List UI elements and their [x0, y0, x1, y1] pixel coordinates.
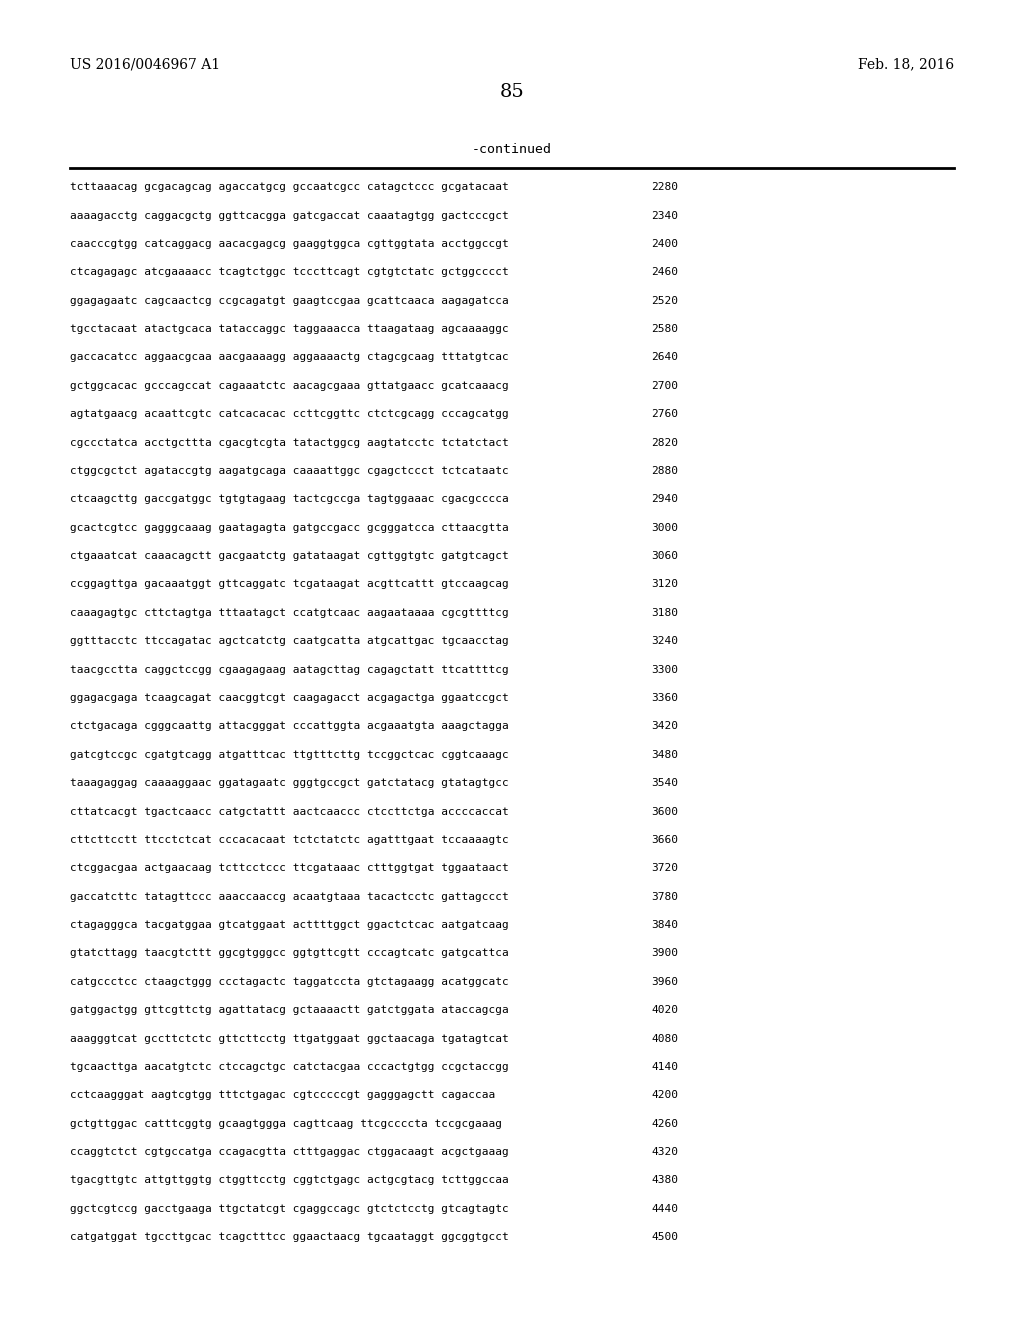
Text: catgccctcc ctaagctggg ccctagactc taggatccta gtctagaagg acatggcatc: catgccctcc ctaagctggg ccctagactc taggatc…: [70, 977, 508, 987]
Text: cgccctatca acctgcttta cgacgtcgta tatactggcg aagtatcctc tctatctact: cgccctatca acctgcttta cgacgtcgta tatactg…: [70, 438, 508, 447]
Text: cttatcacgt tgactcaacc catgctattt aactcaaccc ctccttctga accccaccat: cttatcacgt tgactcaacc catgctattt aactcaa…: [70, 807, 508, 817]
Text: 3720: 3720: [651, 863, 678, 874]
Text: 2340: 2340: [651, 211, 678, 220]
Text: 4320: 4320: [651, 1147, 678, 1158]
Text: 3540: 3540: [651, 779, 678, 788]
Text: 3060: 3060: [651, 552, 678, 561]
Text: cctcaagggat aagtcgtgg tttctgagac cgtcccccgt gagggagctt cagaccaa: cctcaagggat aagtcgtgg tttctgagac cgtcccc…: [70, 1090, 495, 1101]
Text: gctggcacac gcccagccat cagaaatctc aacagcgaaa gttatgaacc gcatcaaacg: gctggcacac gcccagccat cagaaatctc aacagcg…: [70, 381, 508, 391]
Text: gatggactgg gttcgttctg agattatacg gctaaaactt gatctggata ataccagcga: gatggactgg gttcgttctg agattatacg gctaaaa…: [70, 1006, 508, 1015]
Text: gatcgtccgc cgatgtcagg atgatttcac ttgtttcttg tccggctcac cggtcaaagc: gatcgtccgc cgatgtcagg atgatttcac ttgtttc…: [70, 750, 508, 760]
Text: 3840: 3840: [651, 920, 678, 931]
Text: 3000: 3000: [651, 523, 678, 533]
Text: taaagaggag caaaaggaac ggatagaatc gggtgccgct gatctatacg gtatagtgcc: taaagaggag caaaaggaac ggatagaatc gggtgcc…: [70, 779, 508, 788]
Text: gctgttggac catttcggtg gcaagtggga cagttcaag ttcgccccta tccgcgaaag: gctgttggac catttcggtg gcaagtggga cagttca…: [70, 1119, 502, 1129]
Text: US 2016/0046967 A1: US 2016/0046967 A1: [70, 58, 220, 71]
Text: ctgaaatcat caaacagctt gacgaatctg gatataagat cgttggtgtc gatgtcagct: ctgaaatcat caaacagctt gacgaatctg gatataa…: [70, 552, 508, 561]
Text: tgacgttgtc attgttggtg ctggttcctg cggtctgagc actgcgtacg tcttggccaa: tgacgttgtc attgttggtg ctggttcctg cggtctg…: [70, 1176, 508, 1185]
Text: 3240: 3240: [651, 636, 678, 647]
Text: tgcctacaat atactgcaca tataccaggc taggaaacca ttaagataag agcaaaaggc: tgcctacaat atactgcaca tataccaggc taggaaa…: [70, 325, 508, 334]
Text: ctctgacaga cgggcaattg attacgggat cccattggta acgaaatgta aaagctagga: ctctgacaga cgggcaattg attacgggat cccattg…: [70, 722, 508, 731]
Text: ctcggacgaa actgaacaag tcttcctccc ttcgataaac ctttggtgat tggaataact: ctcggacgaa actgaacaag tcttcctccc ttcgata…: [70, 863, 508, 874]
Text: ggtttacctc ttccagatac agctcatctg caatgcatta atgcattgac tgcaacctag: ggtttacctc ttccagatac agctcatctg caatgca…: [70, 636, 508, 647]
Text: catgatggat tgccttgcac tcagctttcc ggaactaacg tgcaataggt ggcggtgcct: catgatggat tgccttgcac tcagctttcc ggaacta…: [70, 1233, 508, 1242]
Text: caacccgtgg catcaggacg aacacgagcg gaaggtggca cgttggtata acctggccgt: caacccgtgg catcaggacg aacacgagcg gaaggtg…: [70, 239, 508, 249]
Text: 4380: 4380: [651, 1176, 678, 1185]
Text: ccggagttga gacaaatggt gttcaggatc tcgataagat acgttcattt gtccaagcag: ccggagttga gacaaatggt gttcaggatc tcgataa…: [70, 579, 508, 590]
Text: ggagacgaga tcaagcagat caacggtcgt caagagacct acgagactga ggaatccgct: ggagacgaga tcaagcagat caacggtcgt caagaga…: [70, 693, 508, 704]
Text: 4140: 4140: [651, 1061, 678, 1072]
Text: aaaagacctg caggacgctg ggttcacgga gatcgaccat caaatagtgg gactcccgct: aaaagacctg caggacgctg ggttcacgga gatcgac…: [70, 211, 508, 220]
Text: -continued: -continued: [472, 143, 552, 156]
Text: 4500: 4500: [651, 1233, 678, 1242]
Text: tcttaaacag gcgacagcag agaccatgcg gccaatcgcc catagctccc gcgatacaat: tcttaaacag gcgacagcag agaccatgcg gccaatc…: [70, 182, 508, 193]
Text: tgcaacttga aacatgtctc ctccagctgc catctacgaa cccactgtgg ccgctaccgg: tgcaacttga aacatgtctc ctccagctgc catctac…: [70, 1061, 508, 1072]
Text: 2940: 2940: [651, 495, 678, 504]
Text: 3120: 3120: [651, 579, 678, 590]
Text: 2820: 2820: [651, 438, 678, 447]
Text: 3360: 3360: [651, 693, 678, 704]
Text: 2280: 2280: [651, 182, 678, 193]
Text: 3420: 3420: [651, 722, 678, 731]
Text: gaccacatcc aggaacgcaa aacgaaaagg aggaaaactg ctagcgcaag tttatgtcac: gaccacatcc aggaacgcaa aacgaaaagg aggaaaa…: [70, 352, 508, 363]
Text: 3900: 3900: [651, 949, 678, 958]
Text: 2640: 2640: [651, 352, 678, 363]
Text: 3300: 3300: [651, 665, 678, 675]
Text: ggctcgtccg gacctgaaga ttgctatcgt cgaggccagc gtctctcctg gtcagtagtc: ggctcgtccg gacctgaaga ttgctatcgt cgaggcc…: [70, 1204, 508, 1214]
Text: 3180: 3180: [651, 609, 678, 618]
Text: gtatcttagg taacgtcttt ggcgtgggcc ggtgttcgtt cccagtcatc gatgcattca: gtatcttagg taacgtcttt ggcgtgggcc ggtgttc…: [70, 949, 508, 958]
Text: aaagggtcat gccttctctc gttcttcctg ttgatggaat ggctaacaga tgatagtcat: aaagggtcat gccttctctc gttcttcctg ttgatgg…: [70, 1034, 508, 1044]
Text: gcactcgtcc gagggcaaag gaatagagta gatgccgacc gcgggatcca cttaacgtta: gcactcgtcc gagggcaaag gaatagagta gatgccg…: [70, 523, 508, 533]
Text: 3780: 3780: [651, 892, 678, 902]
Text: Feb. 18, 2016: Feb. 18, 2016: [858, 58, 954, 71]
Text: 2760: 2760: [651, 409, 678, 420]
Text: taacgcctta caggctccgg cgaagagaag aatagcttag cagagctatt ttcattttcg: taacgcctta caggctccgg cgaagagaag aatagct…: [70, 665, 508, 675]
Text: ccaggtctct cgtgccatga ccagacgtta ctttgaggac ctggacaagt acgctgaaag: ccaggtctct cgtgccatga ccagacgtta ctttgag…: [70, 1147, 508, 1158]
Text: 2400: 2400: [651, 239, 678, 249]
Text: 2460: 2460: [651, 268, 678, 277]
Text: 2520: 2520: [651, 296, 678, 306]
Text: 3480: 3480: [651, 750, 678, 760]
Text: caaagagtgc cttctagtga tttaatagct ccatgtcaac aagaataaaa cgcgttttcg: caaagagtgc cttctagtga tttaatagct ccatgtc…: [70, 609, 508, 618]
Text: cttcttcctt ttcctctcat cccacacaat tctctatctc agatttgaat tccaaaagtc: cttcttcctt ttcctctcat cccacacaat tctctat…: [70, 836, 508, 845]
Text: 3600: 3600: [651, 807, 678, 817]
Text: ctggcgctct agataccgtg aagatgcaga caaaattggc cgagctccct tctcataatc: ctggcgctct agataccgtg aagatgcaga caaaatt…: [70, 466, 508, 477]
Text: ctagagggca tacgatggaa gtcatggaat acttttggct ggactctcac aatgatcaag: ctagagggca tacgatggaa gtcatggaat acttttg…: [70, 920, 508, 931]
Text: 3960: 3960: [651, 977, 678, 987]
Text: 4260: 4260: [651, 1119, 678, 1129]
Text: 4020: 4020: [651, 1006, 678, 1015]
Text: 4080: 4080: [651, 1034, 678, 1044]
Text: ctcagagagc atcgaaaacc tcagtctggc tcccttcagt cgtgtctatc gctggcccct: ctcagagagc atcgaaaacc tcagtctggc tcccttc…: [70, 268, 508, 277]
Text: agtatgaacg acaattcgtc catcacacac ccttcggttc ctctcgcagg cccagcatgg: agtatgaacg acaattcgtc catcacacac ccttcgg…: [70, 409, 508, 420]
Text: 85: 85: [500, 83, 524, 102]
Text: ctcaagcttg gaccgatggc tgtgtagaag tactcgccga tagtggaaac cgacgcccca: ctcaagcttg gaccgatggc tgtgtagaag tactcgc…: [70, 495, 508, 504]
Text: gaccatcttc tatagttccc aaaccaaccg acaatgtaaa tacactcctc gattagccct: gaccatcttc tatagttccc aaaccaaccg acaatgt…: [70, 892, 508, 902]
Text: 2700: 2700: [651, 381, 678, 391]
Text: 4440: 4440: [651, 1204, 678, 1214]
Text: 4200: 4200: [651, 1090, 678, 1101]
Text: 2880: 2880: [651, 466, 678, 477]
Text: 3660: 3660: [651, 836, 678, 845]
Text: ggagagaatc cagcaactcg ccgcagatgt gaagtccgaa gcattcaaca aagagatcca: ggagagaatc cagcaactcg ccgcagatgt gaagtcc…: [70, 296, 508, 306]
Text: 2580: 2580: [651, 325, 678, 334]
